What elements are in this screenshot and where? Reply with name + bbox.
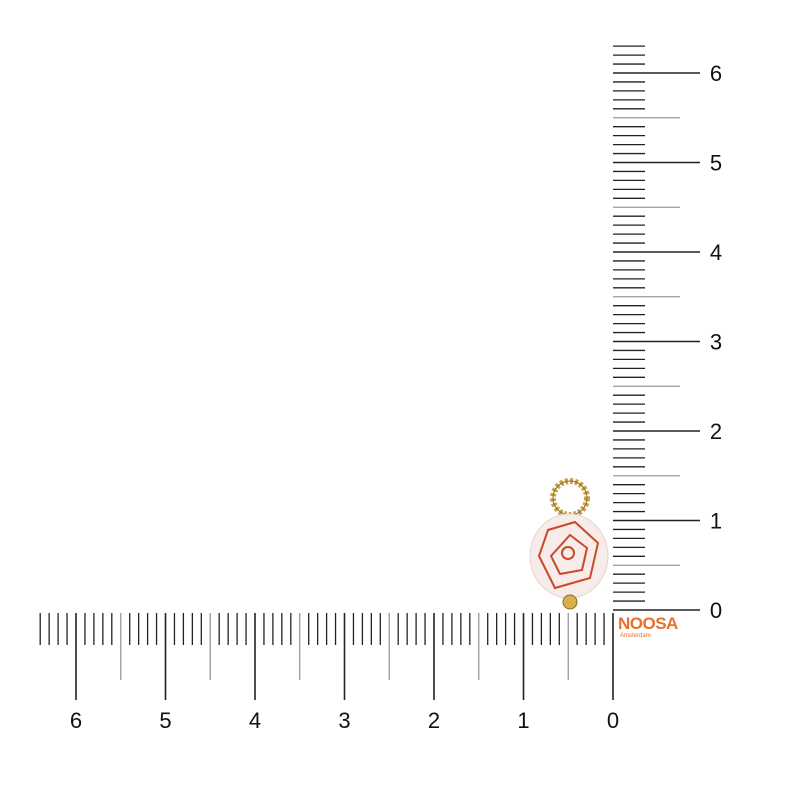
brand-logo: NOOSA [618,614,678,633]
vertical-tick-label: 0 [710,598,722,623]
horizontal-tick-label: 3 [338,708,350,733]
horizontal-tick-label: 4 [249,708,261,733]
horizontal-tick-label: 1 [517,708,529,733]
vertical-tick-label: 1 [710,509,722,534]
vertical-tick-label: 3 [710,330,722,355]
horizontal-tick-label: 5 [159,708,171,733]
vertical-tick-label: 4 [710,240,722,265]
horizontal-tick-label: 2 [428,708,440,733]
vertical-tick-label: 2 [710,419,722,444]
horizontal-tick-label: 0 [607,708,619,733]
brand-logo-sub: Amsterdam [620,633,651,639]
vertical-tick-label: 6 [710,61,722,86]
horizontal-tick-label: 6 [70,708,82,733]
vertical-tick-label: 5 [710,151,722,176]
